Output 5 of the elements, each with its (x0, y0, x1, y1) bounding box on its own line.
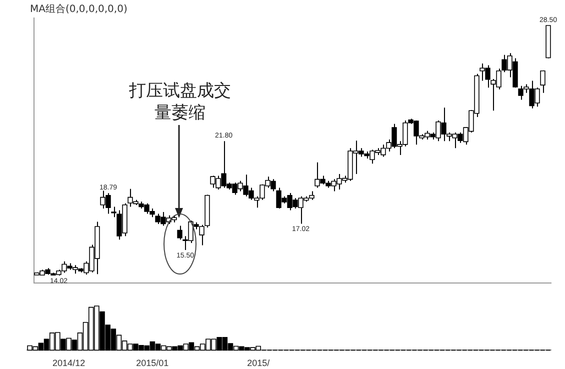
chart-subtitle: MA组合(0,0,0,0,0,0) (30, 3, 128, 16)
x-tick-label: 2015/01 (136, 358, 169, 368)
x-tick-label: 2015/ (247, 358, 270, 368)
x-tick-label: 2014/12 (52, 358, 86, 368)
annotation: 打压试盘成交量萎缩 (128, 80, 232, 124)
